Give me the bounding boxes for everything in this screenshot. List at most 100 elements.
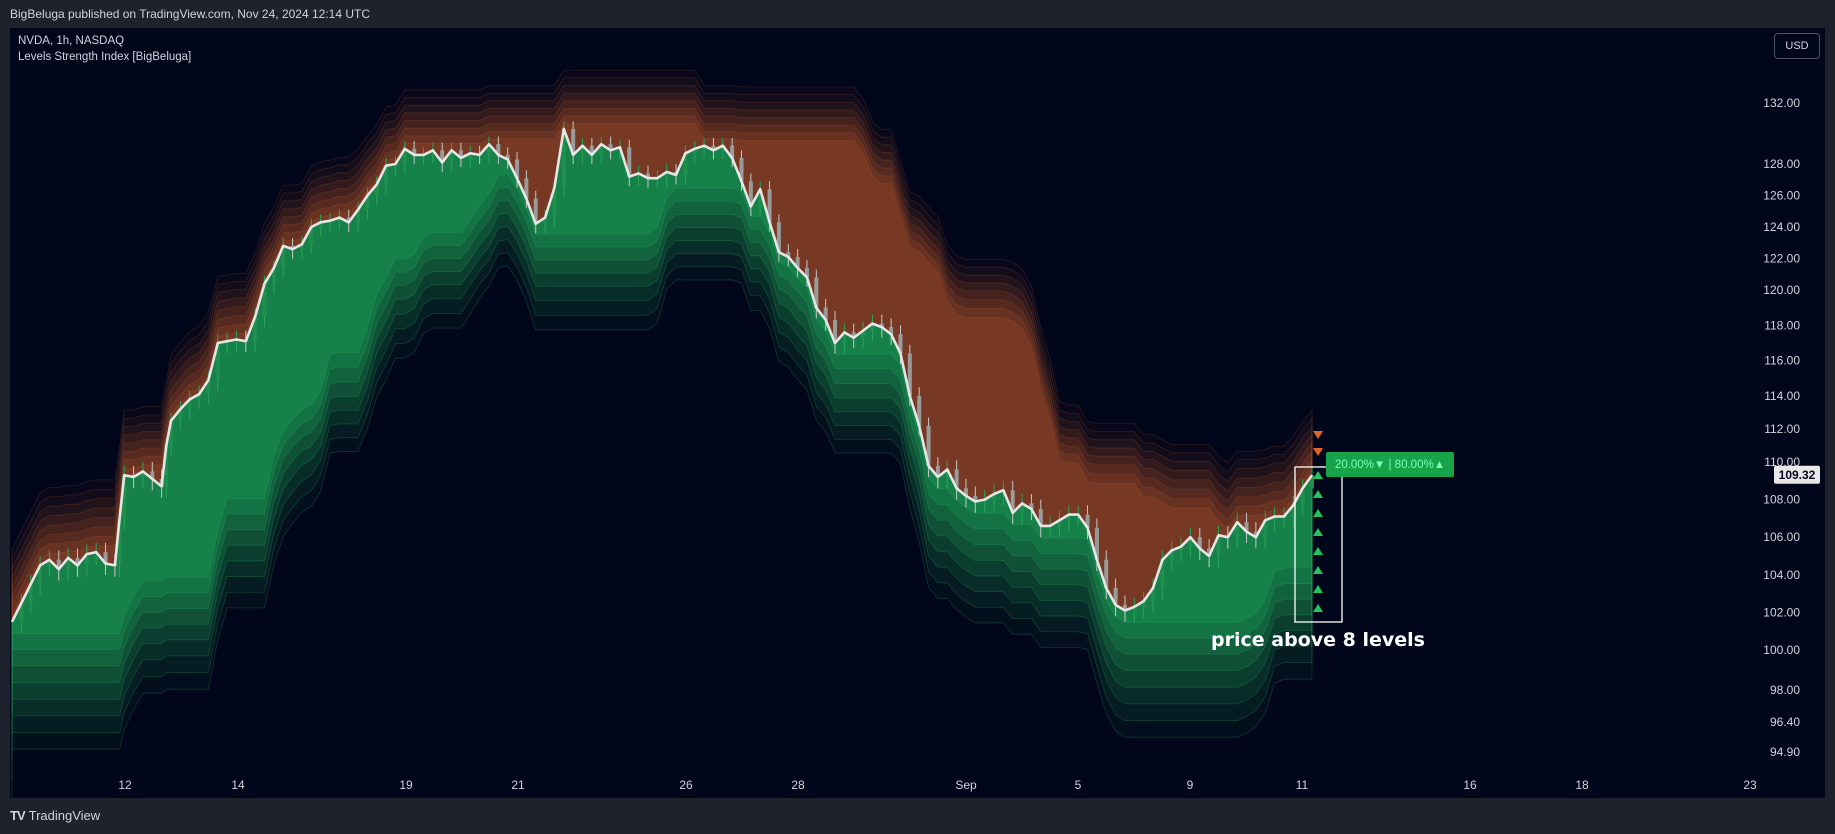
candle-body [758,189,763,207]
candle-body [1263,520,1268,538]
candle-body [814,277,819,308]
up-arrow-icon [1313,585,1323,593]
y-tick-label: 128.00 [1763,157,1800,171]
price-chart[interactable]: 132.00 128.00 126.00 124.00 122.00 120.00 118.… [0,0,1835,798]
candle-body [664,171,669,179]
candle-body [589,145,594,155]
candle-body [271,267,276,284]
candle-body [543,217,548,224]
candle-body [356,209,361,223]
candle-body [178,409,183,421]
candle-body [299,244,304,250]
candle-body [47,559,52,566]
y-tick-label: 100.00 [1763,643,1800,657]
x-tick-label: 11 [1296,778,1309,792]
price-axis[interactable]: 132.00 128.00 126.00 124.00 122.00 120.00 118.… [1763,96,1820,759]
candle-body [795,256,800,268]
x-tick-label: 16 [1463,778,1477,792]
candle-body [926,425,931,466]
candle-body [66,557,71,570]
x-tick-label: 26 [679,778,693,792]
candle-body [954,469,959,489]
x-tick-label: 23 [1743,778,1757,792]
candle-body [776,222,781,253]
candle-body [524,178,529,199]
candle-body [290,245,295,250]
candle-body [150,471,155,479]
candle-body [117,518,122,566]
candle-body [19,603,24,622]
candle-body [1291,505,1296,517]
candle-body [374,184,379,196]
publisher-text: BigBeluga published on TradingView.com, … [10,7,371,21]
candle-body [1207,548,1212,556]
candle-body [533,198,538,224]
indicator-line[interactable]: Levels Strength Index [BigBeluga] [18,51,192,63]
candle-body [851,332,856,338]
candle-body [1300,488,1305,506]
candle-body [879,323,884,328]
candle-body [28,584,33,603]
candle-body [515,159,520,179]
candle-body [580,145,585,155]
symbol-line[interactable]: NVDA, 1h, NASDAQ [18,35,125,47]
last-price-marker [1774,465,1820,484]
x-tick-label: 14 [231,778,245,792]
brand-name: TradingView [28,808,101,823]
y-tick-label: 116.00 [1764,354,1800,368]
tradingview-logo[interactable]: TV TradingView [10,808,100,823]
time-axis[interactable]: 12 14 19 21 26 28 Sep 5 9 11 16 18 23 [118,778,1757,792]
candle-body [496,144,501,155]
x-tick-label: 9 [1187,778,1194,792]
candle-body [215,343,220,381]
up-arrow-icon [1313,528,1323,536]
candle-body [412,148,417,155]
candle-body [608,144,613,151]
up-arrow-icon [1313,490,1323,498]
y-tick-label: 94.90 [1770,745,1800,759]
x-tick-label: Sep [955,778,977,792]
candle-body [1113,587,1118,605]
candle-body [702,145,707,149]
candle-body [833,320,838,343]
candle-body [1057,520,1062,526]
strength-bands [11,69,1313,798]
up-arrow-icon [1313,566,1323,574]
candle-body [1029,503,1034,509]
y-tick-label: 108.00 [1763,493,1800,507]
price-series-line [10,127,1314,623]
candle-body [206,380,211,395]
y-tick-label: 126.00 [1763,189,1800,203]
candle-body [440,150,445,163]
y-tick-label: 96.40 [1770,715,1800,729]
candle-body [1272,516,1277,521]
price-line [10,127,1314,623]
candle-body [823,307,828,321]
y-tick-label: 106.00 [1763,530,1800,544]
y-tick-label: 120.00 [1763,283,1800,297]
candle-body [720,145,725,151]
candle-body [935,465,940,478]
candle-body [430,150,435,155]
y-tick-label: 118.00 [1764,318,1800,332]
candle-body [262,283,267,317]
x-tick-label: 12 [118,778,132,792]
candle-body [973,495,978,502]
candle-body [767,189,772,223]
candle-body [842,332,847,343]
y-tick-label: 112.00 [1764,422,1800,436]
candle-body [468,153,473,158]
candle-body [1141,601,1146,607]
last-price-label: 109.32 [1779,468,1816,482]
candle-body [1104,559,1109,588]
currency-button[interactable]: USD [1774,33,1820,59]
highlight-box [1294,466,1343,623]
tv-logo-icon: TV [10,808,26,823]
candle-body [683,153,688,176]
candle-body [505,154,510,160]
candle-body [1094,527,1099,560]
candle-body [730,145,735,158]
down-arrow-icon [1313,431,1323,439]
y-tick-label: 98.00 [1770,683,1800,697]
y-tick-label: 104.00 [1763,568,1800,582]
